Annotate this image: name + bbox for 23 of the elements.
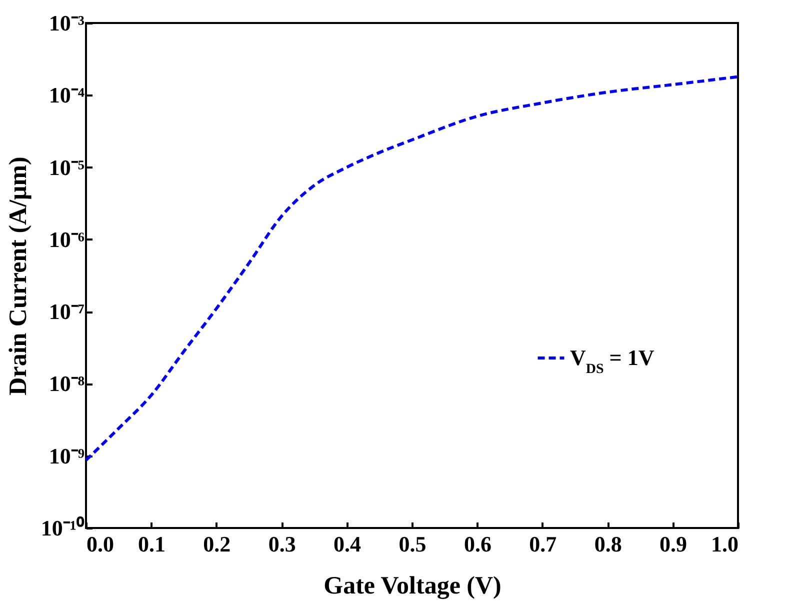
- x-axis-title: Gate Voltage (V): [324, 572, 502, 600]
- x-tick-label: 0.2: [203, 532, 231, 556]
- x-tick-label: 0.0: [86, 532, 114, 556]
- y-tick-label: 10⁻⁵: [48, 154, 85, 180]
- x-tick-label: 0.9: [660, 532, 688, 556]
- x-tick-label: 1.0: [711, 532, 738, 556]
- y-tick-label: 10⁻⁷: [48, 299, 85, 324]
- x-tick-label: 0.4: [334, 532, 362, 556]
- legend-label: V$_{DS}$ = 1V: [570, 345, 654, 376]
- y-tick-label: 10⁻³: [48, 10, 85, 36]
- x-tick-label: 0.8: [594, 532, 622, 556]
- y-axis-title: Drain Current (A/μm): [4, 156, 32, 396]
- y-tick-label: 10⁻⁶: [48, 226, 85, 252]
- y-tick-label: 10⁻⁴: [48, 82, 85, 108]
- x-tick-label: 0.5: [398, 532, 426, 556]
- x-tick-label: 0.3: [268, 532, 296, 556]
- y-tick-label: 10⁻¹⁰: [40, 516, 84, 540]
- x-tick-label: 0.7: [529, 532, 557, 556]
- x-tick-label: 0.1: [138, 532, 166, 556]
- line-series: [84, 75, 740, 462]
- y-tick-label: 10⁻⁹: [48, 443, 85, 468]
- x-tick-label: 0.6: [464, 532, 492, 556]
- y-tick-label: 10⁻⁸: [48, 371, 85, 396]
